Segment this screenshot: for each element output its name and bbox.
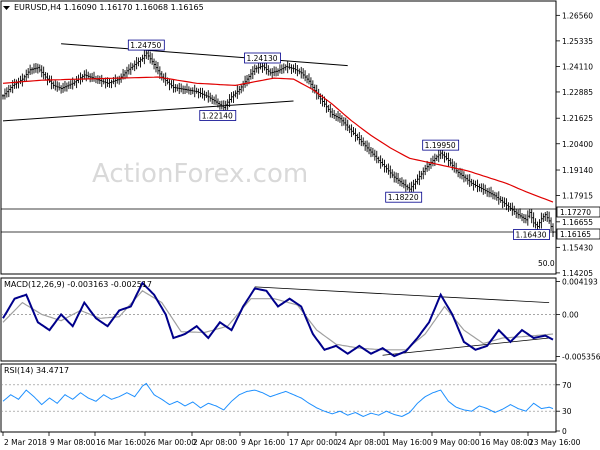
rsi-axis-label: 30 [562,407,572,416]
annotation-box [513,229,550,240]
annotation-label: 1.16430 [516,231,547,240]
time-axis-label: 16 May 08:00 [481,438,533,447]
price-axis-label: 1.17915 [562,192,593,201]
rsi-axis-label: 70 [562,381,572,390]
price-axis-label: 1.20400 [562,140,593,149]
price-level-lines [1,208,556,233]
time-axis-label: 9 Mar 08:00 [50,438,96,447]
price-axis-label: 1.26560 [562,11,593,20]
annotation-box [127,39,165,51]
price-axis-label: 1.24110 [562,62,593,71]
price-tag-level-text: 1.17270 [560,208,591,217]
macd-axis: 0.004193 0.00 -0.005356 [556,277,600,362]
watermark: ActionForex.com [92,159,308,189]
rsi-levels [1,384,556,412]
price-tag-current-text: 1.16165 [560,230,591,239]
macd-axis-label: 0.004193 [562,277,598,286]
symbol-info: EURUSD,H4 1.16090 1.16170 1.16068 1.1616… [14,3,204,12]
dropdown-triangle-icon[interactable] [3,6,10,10]
macd-trendline [254,286,550,303]
time-axis-label: 2 Mar 2018 [4,438,47,447]
price-tag-level: 1.17270 [556,206,600,218]
macd-axis-label: 0.00 [562,310,579,319]
time-axis-label: 1 May 16:00 [385,438,432,447]
annotation-box [385,191,423,203]
price-axis-label: 1.15430 [562,243,593,252]
annotation-box [422,139,460,151]
rsi-line [2,382,554,418]
macd-pane: MACD(12,26,9) -0.003163 -0.002517 [0,277,557,362]
time-axis-label: 17 Apr 00:00 [289,438,338,447]
moving-average-line [2,76,554,203]
time-axis-label: 2 Apr 08:00 [193,438,237,447]
macd-line [2,281,554,358]
price-axis-label: 1.25335 [562,37,593,46]
price-axis-label: 1.14205 [562,269,593,278]
macd-axis-label: -0.005356 [562,353,600,362]
candles [2,49,554,238]
macd-trendline [382,337,550,356]
time-axis-label: 23 May 16:00 [529,438,581,447]
price-axis: 1.26560 1.25335 1.24110 1.22885 1.21625 1.204… [556,11,593,278]
time-axis-label: 26 Mar 00:00 [146,438,196,447]
time-axis-label: 24 Apr 08:00 [337,438,386,447]
price-tag-current: 1.16165 [556,228,600,240]
annotation-box [244,52,281,64]
annotation-label: 1.24750 [130,41,161,50]
time-axis: 2 Mar 2018 9 Mar 08:00 16 Mar 16:00 26 Mar … [2,432,581,447]
price-pane: ActionForex.com 1.24750 1.24130 1.22140 1.1… [0,0,557,275]
price-trendline [61,43,348,67]
time-axis-label: 16 Mar 16:00 [96,438,146,447]
annotation-label: 1.24130 [247,54,278,63]
annotation-label: 1.19950 [425,141,456,150]
rsi-pane-frame [0,363,557,433]
price-axis-label: 1.22885 [562,88,593,97]
rsi-pane: RSI(14) 34.4717 [0,363,557,433]
price-axis-label: 1.19140 [562,166,593,175]
price-axis-label: 1.16655 [562,218,593,227]
annotation-box [199,110,237,121]
annotation-label: 1.18220 [388,193,419,202]
scale-note: 50.0 [538,259,555,268]
rsi-axis: 70 30 0 [556,381,572,436]
macd-label: MACD(12,26,9) -0.003163 -0.002517 [4,280,152,289]
price-pane-frame [0,0,557,275]
time-axis-label: 9 May 00:00 [433,438,480,447]
time-axis-label: 9 Apr 16:00 [241,438,285,447]
rsi-label: RSI(14) 34.4717 [4,366,69,375]
trendlines [2,43,348,122]
macd-trendlines [254,286,550,356]
price-trendline [2,100,294,122]
rsi-axis-label: 0 [562,427,567,436]
price-axis-label: 1.21625 [562,114,593,123]
annotation-label: 1.22140 [202,111,233,120]
price-annotations: 1.24750 1.24130 1.22140 1.19950 1.18220 1.164… [127,39,550,240]
